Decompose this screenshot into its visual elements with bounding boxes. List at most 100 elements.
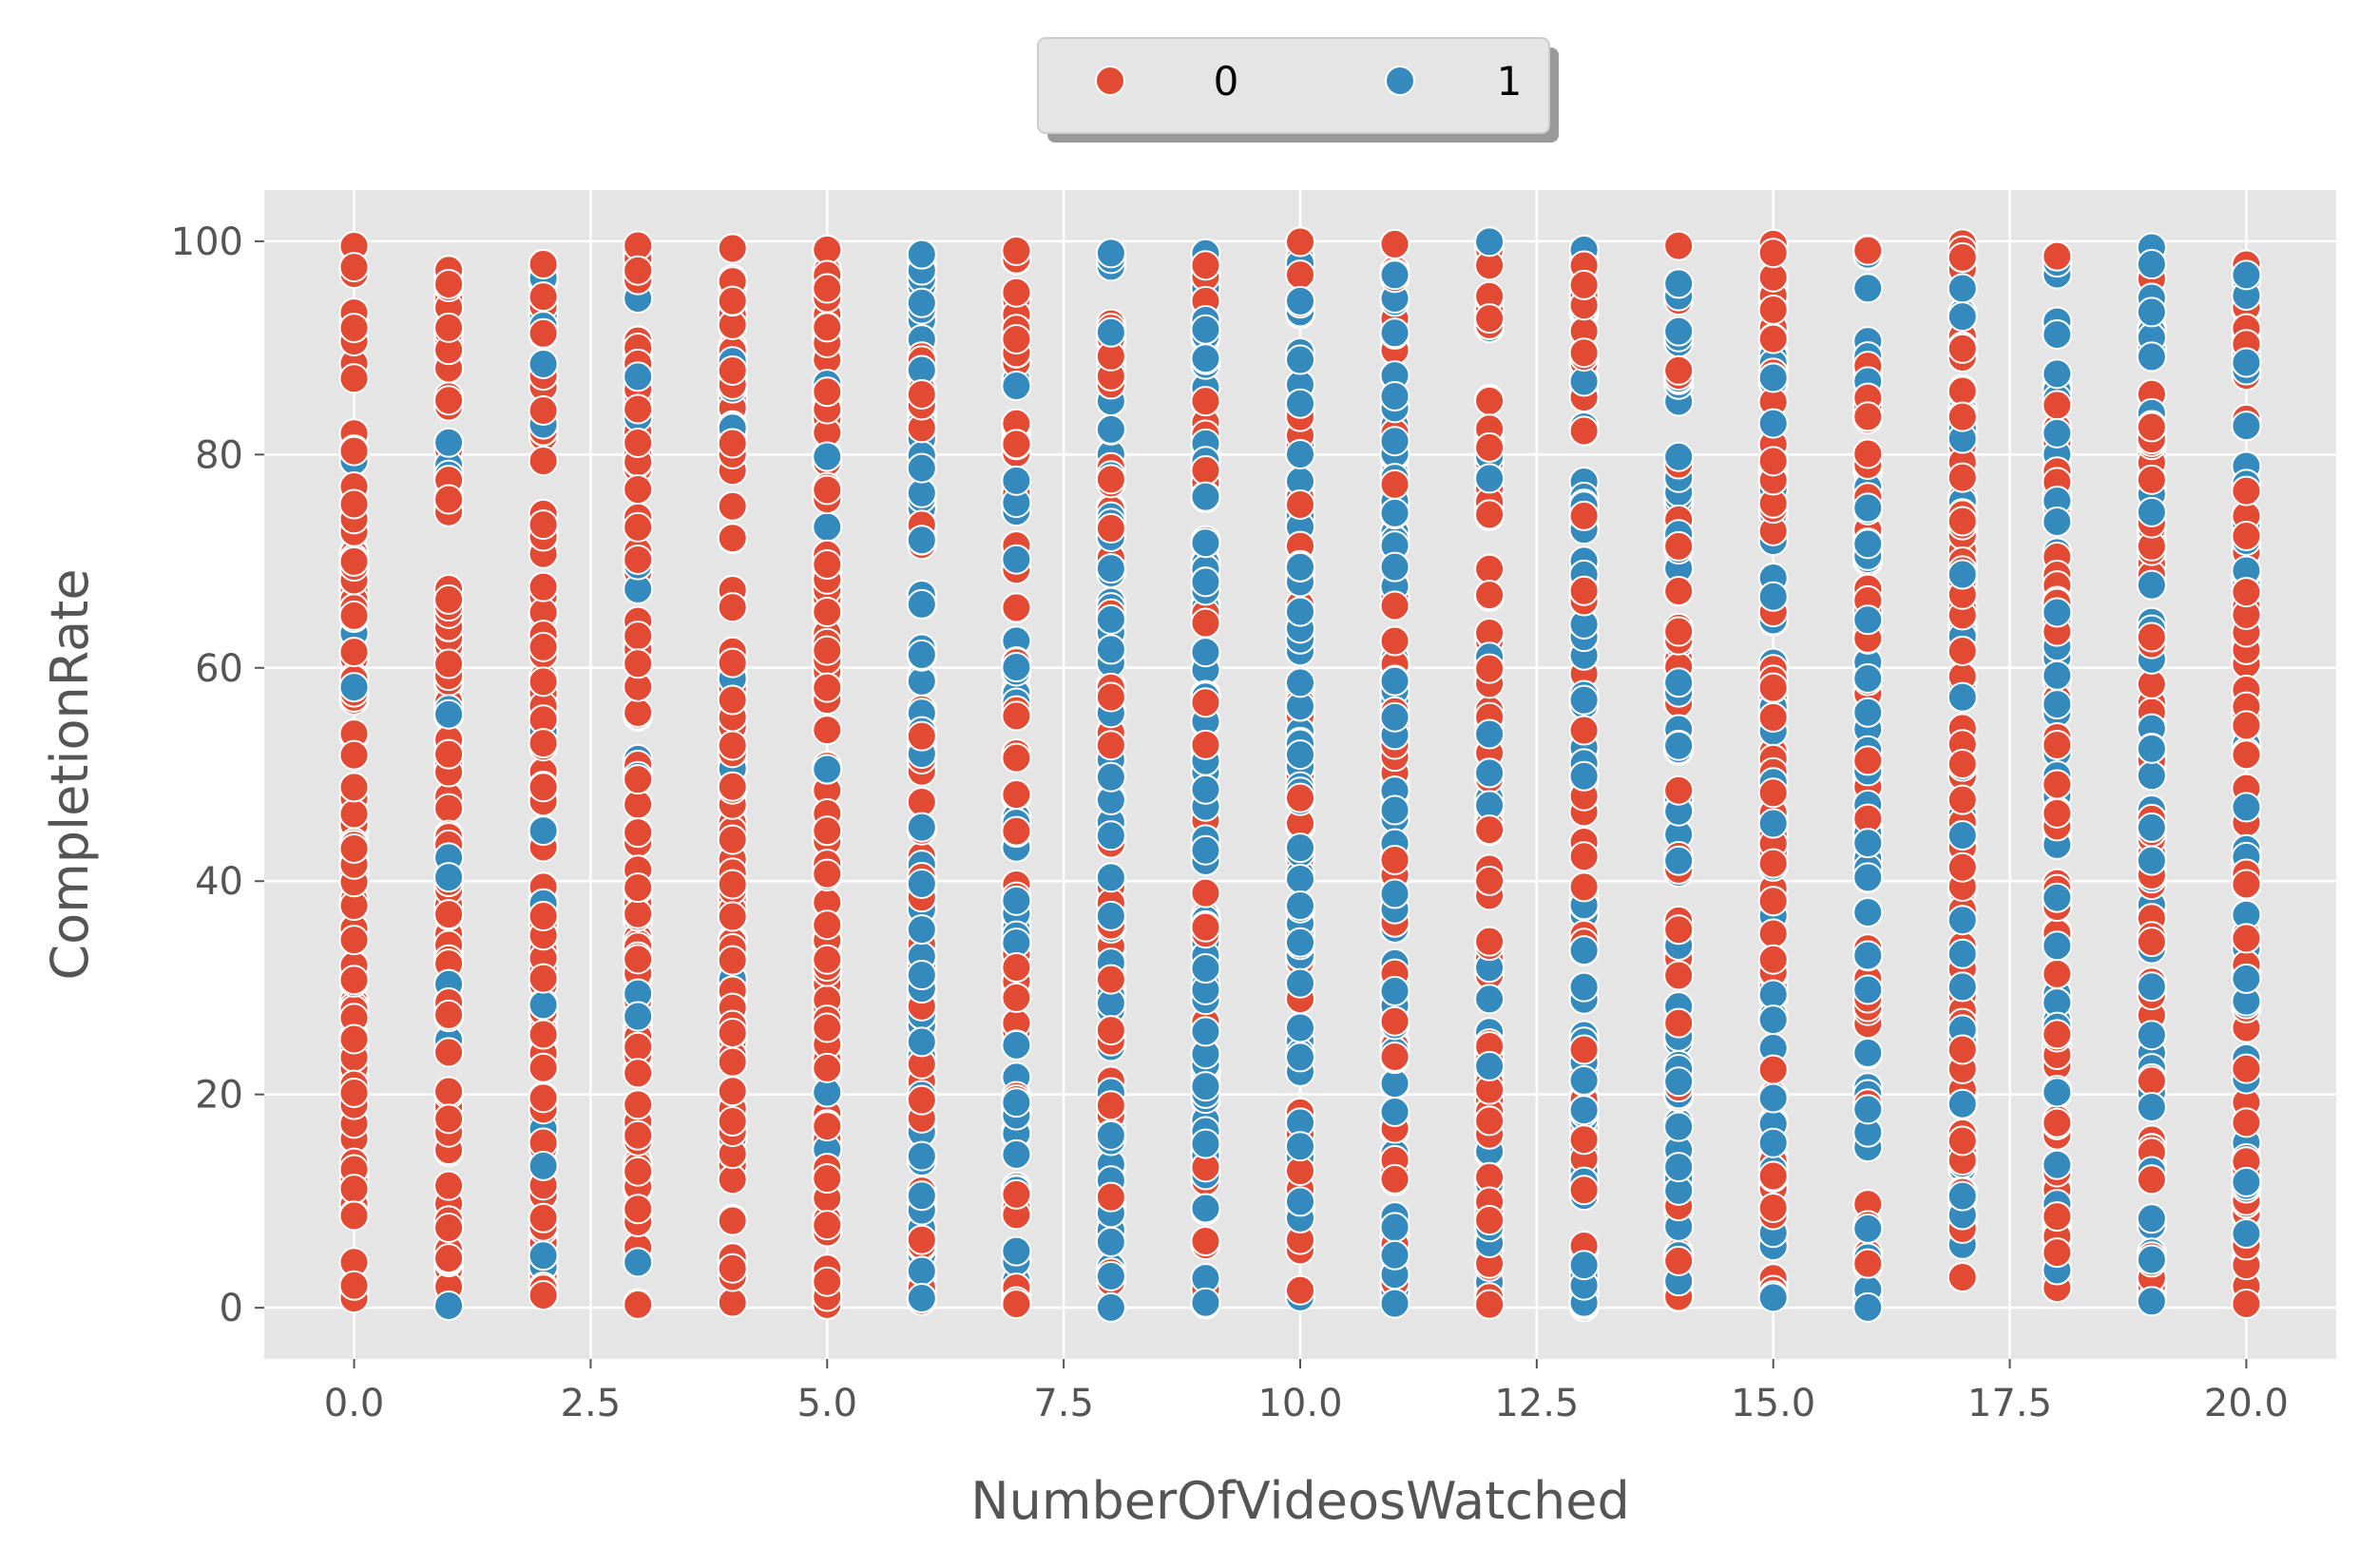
data-point-series-1: [1568, 935, 1600, 966]
data-point-series-1: [1947, 681, 1978, 713]
data-point-series-0: [623, 764, 654, 795]
data-point-series-1: [2231, 259, 2262, 291]
data-point-series-0: [2136, 464, 2167, 495]
data-point-series-1: [1379, 380, 1410, 411]
data-point-series-0: [812, 376, 843, 408]
data-point-series-1: [2042, 597, 2073, 628]
data-point-series-0: [623, 1031, 654, 1062]
data-point-series-0: [717, 1076, 748, 1107]
data-point-series-0: [1757, 1054, 1789, 1085]
data-point-series-0: [338, 545, 370, 577]
data-point-series-1: [1757, 1004, 1789, 1036]
data-point-series-1: [1379, 1239, 1410, 1271]
data-point-series-0: [527, 963, 559, 994]
data-point-series-0: [2042, 729, 2073, 760]
data-point-series-1: [1663, 667, 1695, 698]
data-point-series-1: [2231, 347, 2262, 378]
data-point-series-1: [906, 812, 937, 843]
data-point-series-1: [812, 754, 843, 785]
data-point-series-0: [1852, 438, 1884, 469]
data-point-series-0: [433, 738, 465, 770]
data-point-series-0: [1757, 672, 1789, 703]
data-point-series-1: [2136, 812, 2167, 843]
data-point-series-1: [1568, 1095, 1600, 1126]
data-point-series-1: [1947, 971, 1978, 1003]
data-point-series-1: [1663, 268, 1695, 299]
data-point-series-0: [1757, 777, 1789, 809]
data-point-series-1: [1663, 1152, 1695, 1183]
data-point-series-0: [1757, 323, 1789, 354]
data-point-series-0: [1095, 464, 1126, 495]
data-point-series-0: [1947, 401, 1978, 432]
data-point-series-1: [1379, 317, 1410, 349]
data-point-series-0: [623, 697, 654, 728]
data-point-series-1: [1379, 665, 1410, 697]
data-point-series-0: [812, 1111, 843, 1142]
data-point-series-1: [2136, 1286, 2167, 1317]
data-point-series-1: [1001, 1138, 1032, 1170]
data-point-series-1: [1379, 701, 1410, 733]
data-point-series-0: [812, 549, 843, 581]
data-point-series-0: [2042, 240, 2073, 272]
data-point-series-1: [1947, 301, 1978, 333]
data-point-series-0: [1474, 814, 1506, 846]
data-point-series-0: [1379, 1163, 1410, 1195]
data-point-series-1: [1568, 1064, 1600, 1096]
data-point-series-1: [1190, 1071, 1221, 1102]
data-point-series-1: [623, 1001, 654, 1032]
data-point-series-0: [527, 1019, 559, 1050]
data-point-series-0: [1474, 1289, 1506, 1320]
data-point-series-1: [1947, 820, 1978, 851]
data-point-series-0: [1001, 742, 1032, 774]
data-point-series-0: [623, 511, 654, 543]
data-point-series-0: [623, 255, 654, 286]
data-point-series-0: [623, 898, 654, 929]
data-point-series-0: [2042, 1201, 2073, 1233]
data-point-series-0: [1663, 616, 1695, 647]
data-point-series-1: [338, 672, 370, 703]
legend-box: [1037, 37, 1550, 134]
data-point-series-1: [906, 525, 937, 556]
data-point-series-1: [433, 698, 465, 730]
data-point-series-1: [1568, 1250, 1600, 1281]
data-point-series-0: [433, 648, 465, 679]
data-point-series-1: [906, 868, 937, 899]
data-point-series-0: [1379, 844, 1410, 875]
data-point-series-1: [2042, 689, 2073, 720]
data-point-series-0: [2042, 769, 2073, 800]
data-point-series-0: [623, 427, 654, 458]
data-point-series-0: [623, 1194, 654, 1225]
data-point-series-0: [623, 621, 654, 652]
data-point-series-0: [1568, 1124, 1600, 1156]
data-point-series-1: [1190, 774, 1221, 805]
data-point-series-0: [1663, 575, 1695, 606]
data-point-series-1: [1852, 604, 1884, 636]
data-point-series-0: [1095, 964, 1126, 995]
data-point-series-0: [812, 1266, 843, 1297]
data-point-series-1: [1663, 441, 1695, 472]
data-point-series-0: [1001, 779, 1032, 811]
y-tick-label: 20: [195, 1074, 243, 1118]
data-point-series-0: [1568, 1034, 1600, 1065]
data-point-series-1: [1285, 1012, 1315, 1043]
data-point-series-1: [1852, 1037, 1884, 1068]
data-point-series-0: [1001, 277, 1032, 308]
data-point-series-1: [1852, 940, 1884, 971]
legend-label-series-0: 0: [1214, 58, 1239, 105]
y-tick-label: 60: [195, 647, 243, 691]
data-point-series-1: [1285, 927, 1315, 958]
data-point-series-1: [1852, 697, 1884, 728]
data-point-series-1: [623, 361, 654, 392]
data-point-series-1: [1285, 832, 1315, 864]
data-point-series-0: [1001, 429, 1032, 460]
data-point-series-0: [1285, 226, 1315, 258]
data-point-series-0: [433, 999, 465, 1030]
data-point-series-1: [1379, 497, 1410, 528]
data-point-series-0: [2042, 1237, 2073, 1269]
data-point-series-0: [433, 1243, 465, 1274]
data-point-series-1: [1285, 438, 1315, 469]
data-point-series-1: [2136, 1091, 2167, 1122]
data-point-series-0: [1852, 401, 1884, 432]
data-point-series-0: [623, 817, 654, 849]
